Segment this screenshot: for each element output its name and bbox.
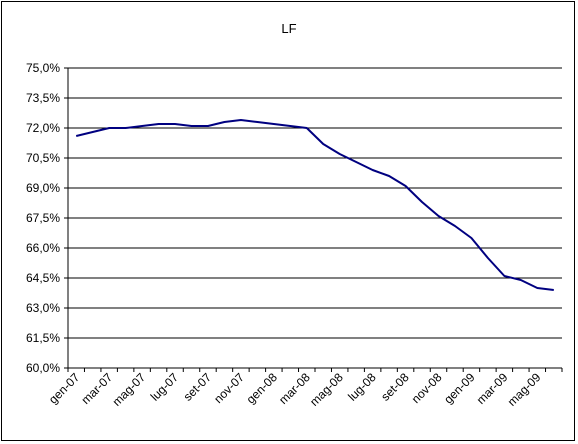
y-tick-label: 75,0% <box>26 61 60 75</box>
x-tick-label: nov-07 <box>211 370 247 406</box>
x-tick-label: mag-07 <box>110 370 149 409</box>
x-tick-label: set-07 <box>181 370 215 404</box>
x-tick-label: nov-08 <box>409 370 445 406</box>
x-tick-label: mag-09 <box>505 370 544 409</box>
chart-title: LF <box>281 21 296 36</box>
y-axis-ticks: 75,0% 73,5% 72,0% 70,5% 69,0% 67,5% 66,0% 64,5%… <box>26 61 68 375</box>
x-tick-label: mar-08 <box>276 370 313 407</box>
x-tick-label: mar-09 <box>474 370 511 407</box>
axes <box>67 68 562 369</box>
y-tick-label: 60,0% <box>26 361 60 375</box>
x-tick-label: set-08 <box>378 370 412 404</box>
y-tick-label: 73,5% <box>26 91 60 105</box>
x-tick-label: lug-07 <box>148 370 182 404</box>
x-tick-label: lug-08 <box>345 370 379 404</box>
x-tick-label: mar-07 <box>79 370 116 407</box>
series-line <box>75 119 554 291</box>
y-tick-label: 64,5% <box>26 271 60 285</box>
y-tick-label: 70,5% <box>26 151 60 165</box>
x-tick-label: gen-07 <box>46 370 83 407</box>
y-tick-label: 66,0% <box>26 241 60 255</box>
y-tick-label: 67,5% <box>26 211 60 225</box>
x-tick-label: gen-09 <box>441 370 478 407</box>
y-tick-label: 61,5% <box>26 331 60 345</box>
x-tick-label: gen-08 <box>244 370 281 407</box>
y-tick-label: 63,0% <box>26 301 60 315</box>
y-tick-label: 69,0% <box>26 181 60 195</box>
series-group <box>75 119 554 291</box>
gridlines <box>68 67 562 339</box>
y-tick-label: 72,0% <box>26 121 60 135</box>
x-tick-label: mag-08 <box>307 370 346 409</box>
